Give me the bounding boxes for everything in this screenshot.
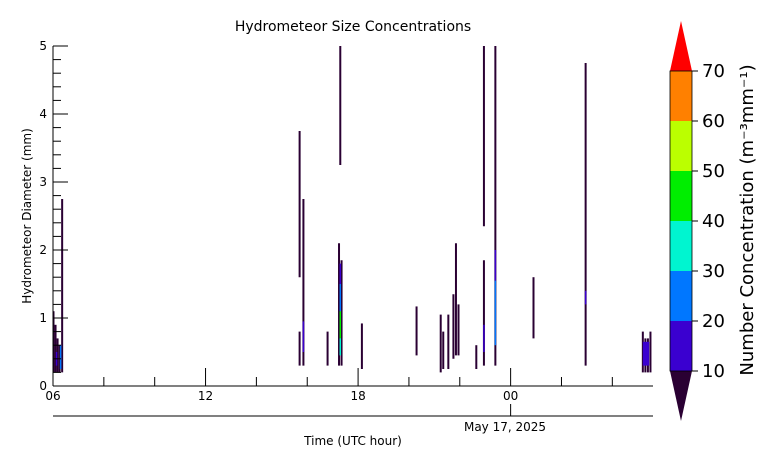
x-axis-label: Time (UTC hour) — [303, 434, 402, 448]
colorbar-tick-label: 40 — [702, 211, 725, 232]
colorbar: 10 20 30 40 50 60 70 — [669, 21, 725, 421]
colorbar-over-arrow — [670, 21, 692, 71]
colorbar-tick-label: 10 — [702, 361, 725, 382]
y-tick-label: 0 — [39, 379, 47, 393]
colorbar-band — [670, 221, 692, 271]
y-tick-label: 4 — [39, 107, 47, 121]
y-tick-label: 5 — [39, 39, 47, 53]
colorbar-band — [670, 171, 692, 221]
colorbar-band — [670, 71, 692, 121]
colorbar-tick-label: 70 — [702, 61, 725, 82]
x-tick-label: 00 — [503, 389, 518, 403]
colorbar-under-arrow — [670, 371, 692, 421]
data-block — [642, 341, 650, 366]
colorbar-band — [670, 121, 692, 171]
x-tick-label: 12 — [198, 389, 213, 403]
colorbar-label: Number Concentration (m⁻³mm⁻¹) — [737, 64, 758, 375]
colorbar-tick-label: 30 — [702, 261, 725, 282]
x-tick-label: 06 — [45, 389, 60, 403]
colorbar-tick-label: 60 — [702, 111, 725, 132]
colorbar-band — [670, 321, 692, 371]
y-tick-label: 3 — [39, 175, 47, 189]
date-label: May 17, 2025 — [464, 420, 546, 434]
plot-area — [52, 46, 652, 373]
x-tick-label: 18 — [350, 389, 365, 403]
y-tick-label: 2 — [39, 243, 47, 257]
colorbar-band — [670, 271, 692, 321]
chart-title: Hydrometeor Size Concentrations — [235, 19, 471, 35]
colorbar-tick-label: 20 — [702, 311, 725, 332]
colorbar-tick-label: 50 — [702, 161, 725, 182]
y-axis-label: Hydrometeor Diameter (mm) — [20, 128, 34, 304]
y-tick-label: 1 — [39, 311, 47, 325]
